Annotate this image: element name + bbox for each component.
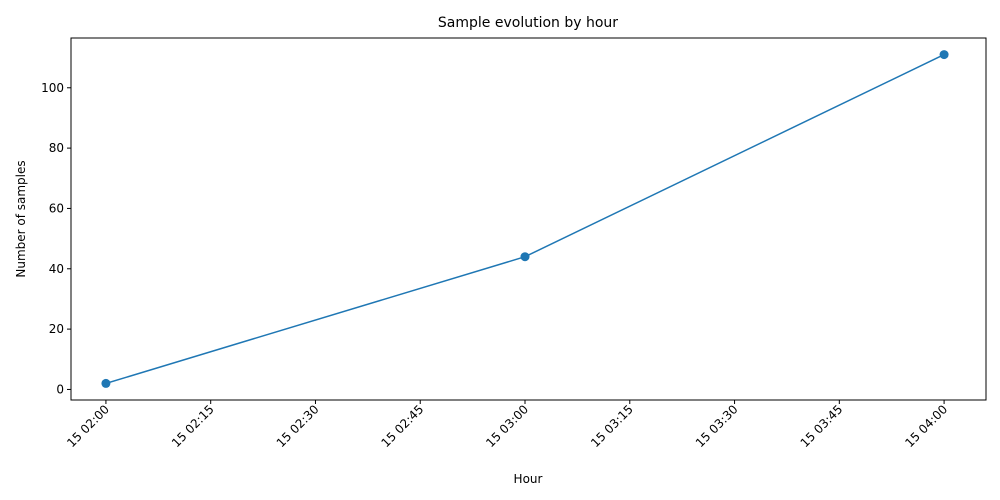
plot-frame [70, 37, 987, 401]
x-axis-label: Hour [514, 472, 543, 486]
y-axis-label: Number of samples [14, 160, 28, 277]
y-tick-label: 60 [49, 201, 64, 215]
y-axis: 0 20 40 60 80 100 [41, 81, 71, 396]
y-tick-label: 0 [56, 382, 64, 396]
chart-title: Sample evolution by hour [438, 15, 618, 31]
data-point [939, 50, 949, 60]
y-tick-label: 20 [49, 322, 64, 336]
y-tick-label: 100 [41, 81, 64, 95]
y-tick-label: 80 [49, 141, 64, 155]
y-tick-label: 40 [49, 262, 64, 276]
data-point [101, 378, 111, 388]
plot-area [101, 50, 949, 388]
data-point [520, 252, 530, 262]
